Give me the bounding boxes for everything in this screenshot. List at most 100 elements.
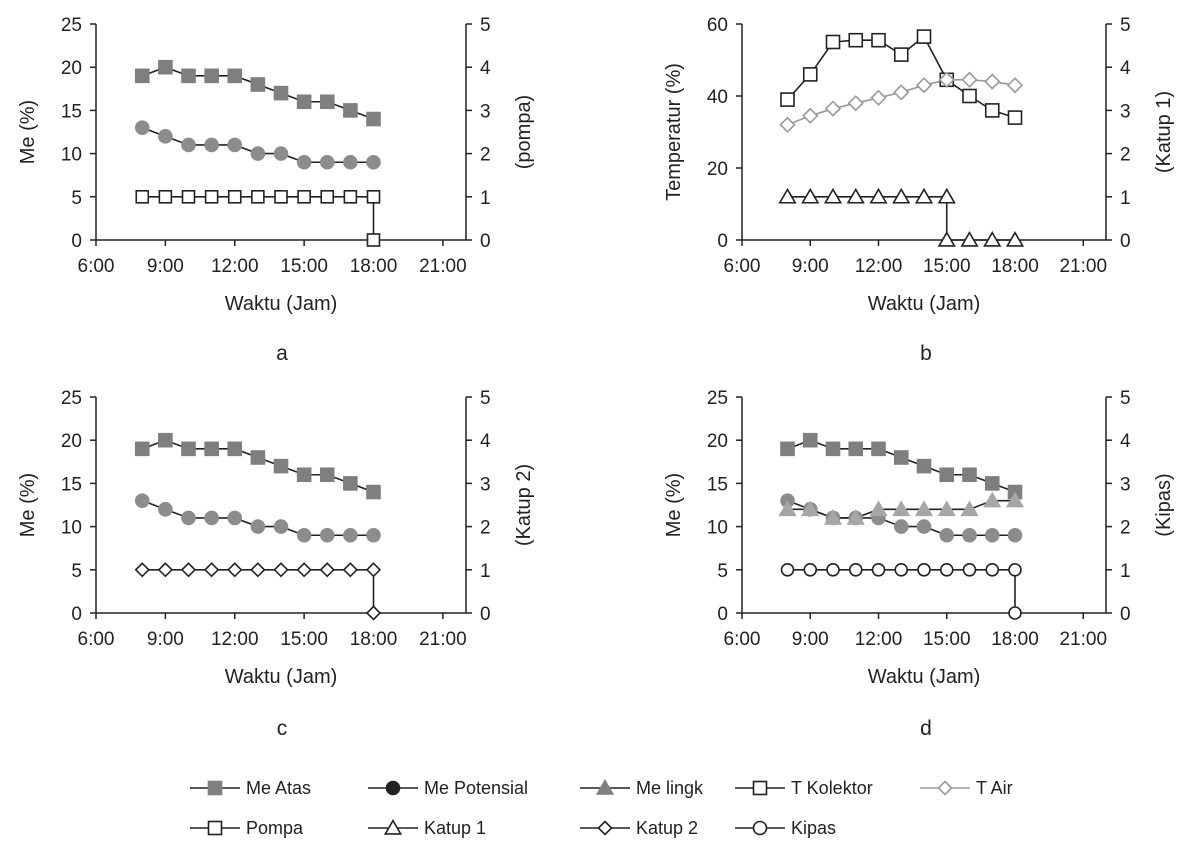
data-point-me-potensial	[366, 527, 381, 543]
data-point-me-atas	[962, 467, 977, 483]
x-tick-label: 18:00	[350, 256, 398, 277]
data-point-t-kolektor	[825, 34, 841, 50]
y-axis-label-left: Temperatur (%)	[663, 63, 685, 201]
data-point-katup-1	[846, 187, 865, 204]
legend-label: Me lingk	[636, 778, 704, 798]
y-tick-label-left: 10	[707, 518, 728, 539]
y-tick-label-right: 5	[480, 388, 491, 409]
data-point-me-atas	[893, 450, 909, 465]
x-axis-label: Waktu (Jam)	[225, 293, 338, 315]
chart-panel-c: 0 5 10 15 20 25 0 1 2 3 4 5 6:00 9:00 12:00 15:00 18:00 2…	[17, 388, 535, 740]
x-tick-label: 12:00	[211, 256, 259, 277]
data-point-me-atas	[227, 441, 243, 457]
data-point-me-atas	[204, 441, 219, 457]
data-point-pompa	[274, 190, 288, 204]
data-point-me-lingk	[914, 500, 934, 517]
data-point-me-lingk	[823, 509, 843, 525]
data-point-me-potensial	[296, 154, 312, 170]
legend-label: Pompa	[246, 818, 304, 838]
series-line-me-atas	[141, 66, 374, 120]
data-point-me-atas	[871, 441, 886, 457]
x-tick-label: 18:00	[991, 256, 1039, 277]
y-axis-label-left: Me (%)	[17, 473, 39, 537]
legend-item: Me lingk	[580, 778, 704, 798]
data-point-me-potensial	[273, 519, 289, 534]
data-point-pompa	[227, 190, 242, 204]
x-tick-label: 9:00	[792, 256, 829, 277]
data-point-me-potensial	[343, 527, 358, 543]
y-tick-label-right: 4	[480, 58, 491, 79]
y-tick-label-right: 3	[480, 474, 491, 495]
y-axis-label-left: Me (%)	[663, 473, 685, 537]
data-point-katup-2	[342, 562, 359, 578]
x-axis-label: Waktu (Jam)	[225, 666, 338, 688]
data-point-t-air	[779, 116, 796, 133]
data-point-me-potensial	[204, 510, 219, 526]
y-tick-label-left: 20	[707, 159, 728, 180]
data-point-me-atas	[825, 441, 841, 457]
y-tick-label-right: 5	[1120, 388, 1131, 409]
x-tick-label: 12:00	[855, 256, 903, 277]
data-point-kipas	[939, 562, 954, 577]
y-tick-label-right: 5	[1120, 15, 1131, 36]
y-tick-label-left: 25	[61, 388, 82, 409]
y-tick-label-right: 0	[1120, 231, 1131, 252]
data-point-t-air	[824, 100, 842, 117]
legend-label: Kipas	[791, 818, 836, 838]
data-point-katup-2	[273, 562, 289, 578]
data-point-me-atas	[296, 94, 312, 110]
data-point-t-air	[984, 73, 1001, 90]
data-point-t-kolektor	[984, 103, 1000, 118]
data-point-me-atas	[984, 476, 1000, 491]
data-point-pompa	[158, 190, 173, 204]
data-point-me-atas	[227, 68, 243, 84]
data-point-katup-1	[960, 231, 979, 247]
data-point-t-kolektor	[871, 32, 886, 48]
y-tick-label-right: 1	[480, 188, 491, 209]
y-tick-label-left: 20	[707, 431, 728, 452]
data-point-me-potensial	[158, 129, 173, 144]
legend-item: Katup 2	[580, 818, 698, 838]
data-point-kipas	[917, 562, 931, 577]
y-axis-label-right: (Kipas)	[1153, 473, 1175, 536]
data-point-me-atas	[802, 432, 818, 448]
data-point-pompa	[251, 190, 265, 204]
chart-panel-d: 0 5 10 15 20 25 0 1 2 3 4 5 6:00 9:00 12:00 15:00 18:00 2…	[663, 388, 1175, 740]
data-point-me-atas	[366, 484, 381, 500]
data-point-katup-1	[869, 187, 888, 204]
x-tick-label: 9:00	[147, 256, 184, 277]
x-tick-label: 15:00	[923, 629, 971, 650]
x-tick-label: 15:00	[280, 629, 328, 650]
panel-label: c	[277, 717, 288, 740]
data-point-me-lingk	[960, 500, 979, 517]
data-point-me-potensial	[250, 519, 266, 534]
y-tick-label-right: 3	[1120, 474, 1131, 495]
data-point-me-lingk	[801, 500, 820, 517]
data-point-me-potensial	[319, 527, 335, 543]
y-tick-label-left: 15	[61, 101, 82, 122]
y-tick-label-left: 0	[717, 231, 728, 252]
data-point-pompa	[366, 233, 381, 247]
legend-item: Me Atas	[190, 778, 311, 798]
data-point-katup-2	[134, 562, 150, 578]
y-tick-label-left: 0	[71, 231, 82, 252]
data-point-me-atas	[319, 94, 335, 110]
data-point-pompa	[181, 190, 196, 204]
data-point-katup-1	[937, 187, 956, 204]
legend-item: Katup 1	[368, 818, 486, 838]
y-axis-label-right: (pompa)	[513, 95, 535, 169]
data-point-me-potensial	[181, 510, 196, 526]
data-point-me-atas	[158, 59, 173, 75]
data-point-me-lingk	[983, 491, 1002, 508]
data-point-me-atas	[848, 441, 864, 457]
x-tick-label: 21:00	[1059, 256, 1107, 277]
data-point-t-air	[893, 84, 910, 101]
y-tick-label-left: 15	[61, 474, 82, 495]
y-tick-label-right: 4	[1120, 58, 1131, 79]
data-point-me-potensial	[273, 146, 289, 161]
data-point-pompa	[366, 190, 381, 204]
x-axis-label: Waktu (Jam)	[868, 666, 981, 688]
data-point-t-air	[915, 77, 933, 94]
data-point-me-atas	[250, 77, 266, 92]
